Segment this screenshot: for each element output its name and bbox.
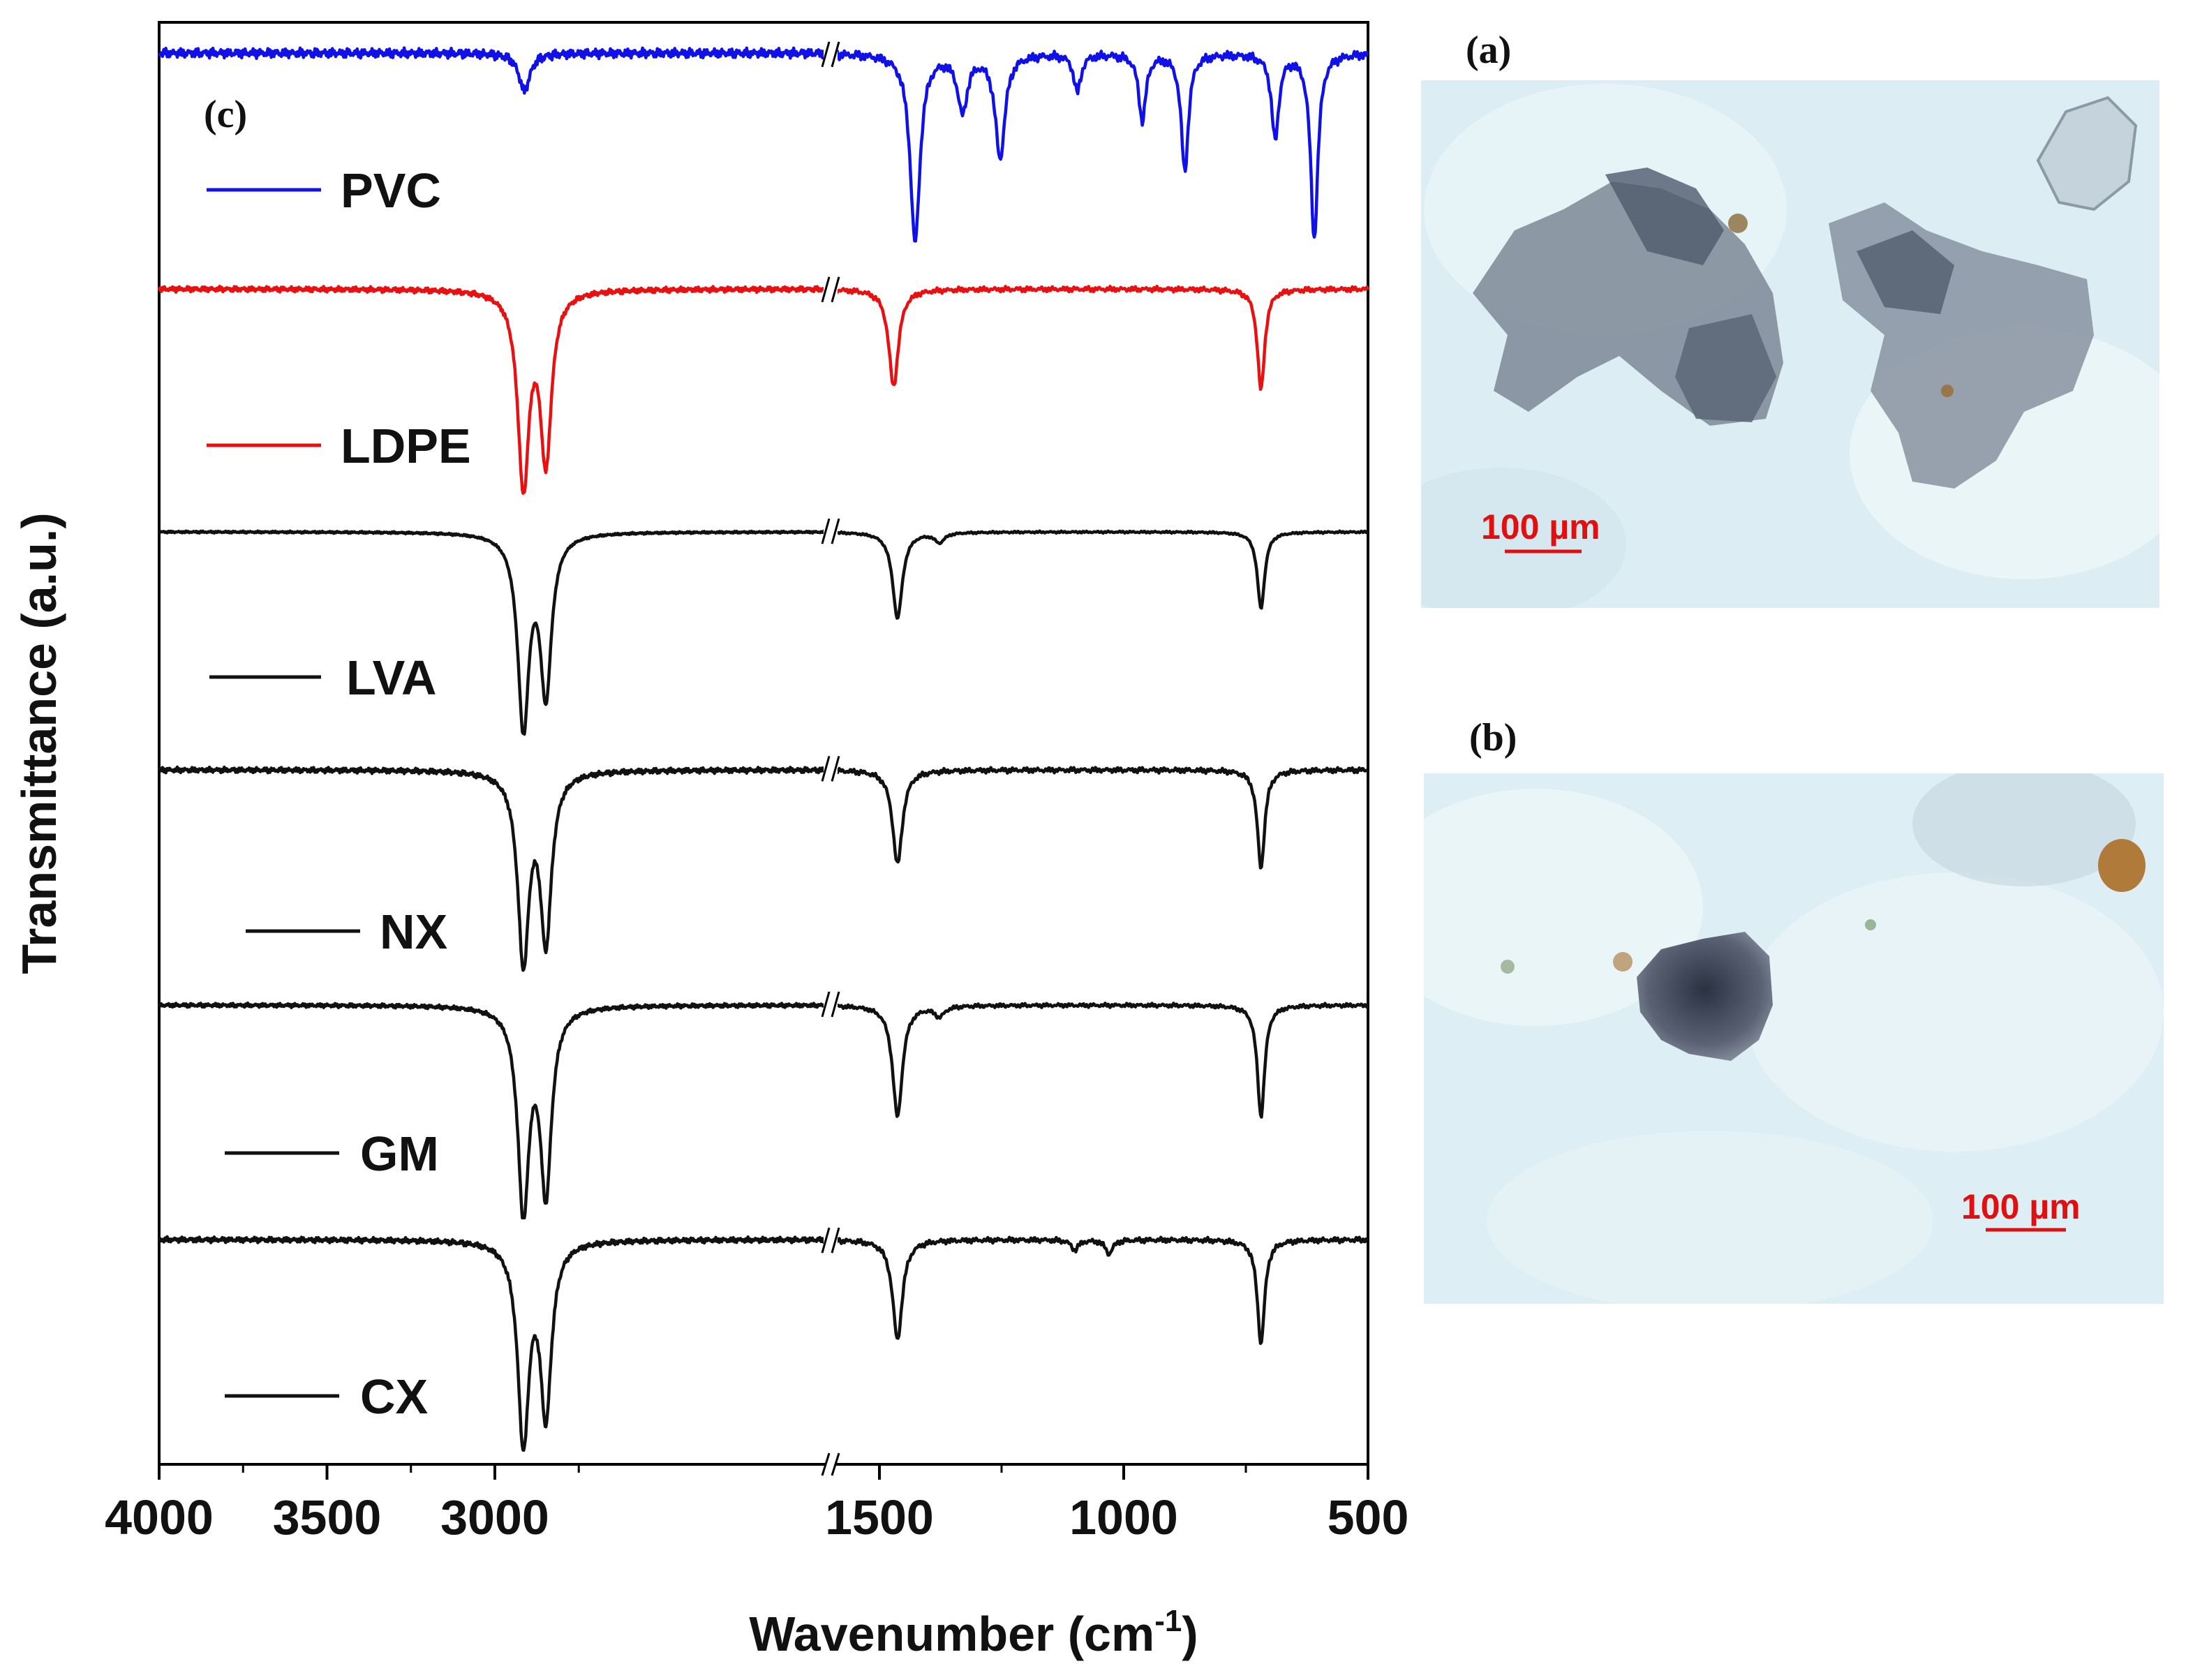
scale-label-b: 100 µm (1961, 1187, 2081, 1226)
x-axis-title-main: Wavenumber (cm (749, 1607, 1154, 1661)
legend-label-pvc: PVC (341, 163, 441, 218)
ftir-chart: (c) Transmittance (a.u.) Wavenumber (cm-… (12, 21, 1408, 1661)
x-axis-title-end: ) (1182, 1607, 1198, 1661)
series-break-slash (821, 41, 831, 68)
plot-frame (158, 21, 1369, 1466)
series-group (157, 38, 1370, 1452)
series-break-slash (831, 276, 840, 303)
series-break-slash (821, 1227, 831, 1254)
series-break-slash (831, 755, 840, 782)
legend-label-nx: NX (380, 905, 448, 959)
micrograph-a (1421, 80, 2159, 608)
series-break-slash (821, 755, 831, 782)
series-cx-line (158, 1235, 1369, 1452)
x-tick-label-1500: 1500 (825, 1490, 934, 1545)
series-pvc-line (157, 46, 1370, 243)
particle-a3 (2036, 96, 2138, 211)
particle-b2 (2098, 839, 2146, 892)
particle-b1 (1637, 932, 1773, 1061)
series-break-slash (821, 276, 831, 303)
break-slash (821, 1452, 831, 1476)
legend-label-gm: GM (360, 1127, 439, 1181)
axis-break-marks (821, 1452, 840, 1477)
break-slash (831, 1452, 840, 1476)
micrograph-b (1424, 773, 2164, 1304)
legend-label-ldpe: LDPE (341, 419, 471, 473)
series-break-slash (821, 518, 831, 544)
scale-label-a: 100 µm (1481, 507, 1600, 547)
series-break-slash (831, 518, 840, 544)
series-nx-line (157, 765, 1369, 972)
panel-c-label: (c) (204, 93, 247, 136)
x-tick-label-4000: 4000 (105, 1490, 214, 1545)
x-tick-label-3000: 3000 (440, 1490, 549, 1545)
legend: PVC LDPE LVA NX GM CX (207, 163, 471, 1424)
legend-label-cx: CX (360, 1369, 429, 1424)
series-break-slash (831, 991, 840, 1018)
panel-a-label: (a) (1466, 29, 1511, 72)
series-break-slash (821, 991, 831, 1018)
x-tick-label-3500: 3500 (273, 1490, 382, 1545)
x-ticks: 4000 3500 3000 1500 1000 500 (105, 1464, 1408, 1545)
x-tick-label-1000: 1000 (1069, 1490, 1178, 1545)
series-break-slash (831, 41, 840, 68)
legend-label-lva: LVA (346, 651, 437, 705)
x-tick-label-500: 500 (1328, 1490, 1409, 1545)
series-ldpe-line (157, 284, 1370, 495)
x-axis-title: Wavenumber (cm-1) (749, 1604, 1198, 1661)
y-axis-title: Transmittance (a.u.) (12, 512, 66, 974)
series-break-slash (831, 1227, 840, 1254)
series-gm-line (158, 1001, 1370, 1220)
x-axis-title-superscript: -1 (1154, 1604, 1182, 1638)
panel-b-label: (b) (1469, 716, 1517, 759)
series-lva-line (158, 529, 1369, 736)
